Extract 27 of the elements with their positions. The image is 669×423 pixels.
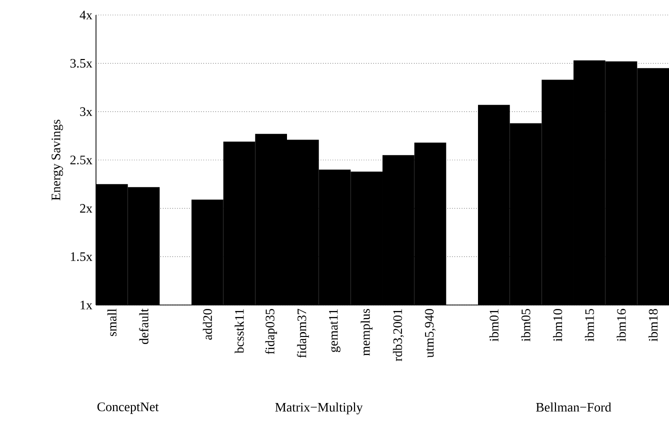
y-tick-label: 1x: [80, 300, 92, 310]
x-tick-label: ibm10: [553, 309, 562, 342]
x-tick-label: utm5,940: [424, 309, 436, 358]
text: ConceptNet: [97, 402, 159, 414]
y-tick-label: 2x: [80, 204, 92, 213]
text: Matrix−Multiply: [275, 402, 363, 414]
y-tick-label: 3x: [80, 107, 92, 116]
x-tick-label: gemat11: [329, 309, 340, 352]
x-tick-label: fidapm37: [296, 308, 309, 358]
x-tick-label: ibm16: [616, 308, 626, 342]
y-tick-label: 3.5x: [70, 58, 92, 68]
y-tick-label: 2.5x: [70, 156, 92, 164]
x-tick-label: memplus: [360, 308, 372, 356]
y-axis-title: Energy Savings: [52, 120, 63, 200]
x-tick-label: add20: [202, 309, 212, 340]
x-tick-label: ibm01: [489, 309, 498, 342]
x-tick-label: default: [139, 308, 148, 344]
x-tick-label: rdb3,2001: [392, 309, 404, 362]
x-tick-label: ibm05: [521, 309, 530, 342]
y-tick-label: 1.5x: [70, 252, 92, 262]
x-tick-label: small: [107, 308, 116, 336]
text: Bellman−Ford: [536, 402, 612, 412]
x-tick-label: ibm18: [648, 309, 658, 342]
y-tick-label: 4x: [80, 10, 92, 20]
x-tick-label: fidap035: [265, 309, 278, 354]
x-tick-label: ibm15: [584, 309, 594, 342]
x-tick-label: bcsstk11: [234, 309, 244, 354]
